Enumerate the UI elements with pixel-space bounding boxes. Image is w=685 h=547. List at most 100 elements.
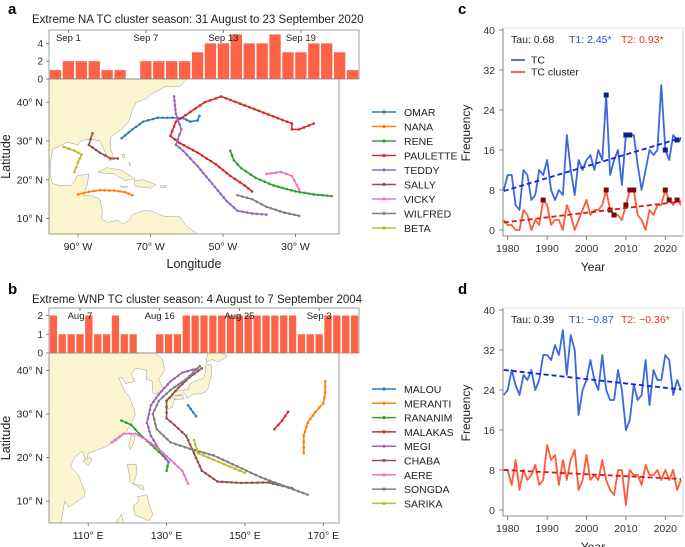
track-point: [292, 213, 296, 217]
track-point: [76, 161, 80, 164]
track-point: [286, 410, 290, 414]
y-tick-label: 2: [37, 57, 43, 68]
track-point: [217, 460, 221, 464]
track-point: [91, 131, 94, 135]
track-point: [267, 113, 270, 116]
tau-annotation: Tau: 0.68: [511, 34, 554, 46]
t1-annotation: T1: 2.45*: [569, 34, 612, 46]
legend-label: SALLY: [404, 180, 436, 192]
track-point: [288, 212, 291, 216]
track-point: [250, 197, 254, 201]
bar: [262, 315, 270, 353]
legend-label: VICKY: [404, 194, 436, 206]
track-point: [127, 192, 131, 195]
track-point: [103, 154, 107, 157]
y-tick-label: 30° N: [17, 136, 43, 148]
track-point: [169, 388, 172, 392]
track-point: [312, 193, 315, 196]
track-point: [185, 118, 189, 122]
legend-marker: [382, 501, 386, 505]
y-tick-label: 40: [483, 305, 495, 317]
track-point: [207, 452, 211, 456]
track-point: [323, 380, 327, 383]
track-point: [162, 434, 165, 438]
highlighted-point: [627, 187, 633, 193]
track-point: [250, 481, 254, 485]
track-point: [178, 122, 181, 126]
x-tick-label: 30° W: [281, 241, 310, 253]
legend-label-tc: TC: [531, 55, 545, 67]
x-tick-label: 2020: [654, 243, 678, 255]
bar: [94, 334, 102, 353]
panel-a-title: Extreme NA TC cluster season: 31 August …: [32, 14, 364, 26]
track-point: [306, 421, 309, 425]
x-tick-label: 1990: [535, 243, 559, 255]
track-point: [216, 189, 220, 192]
panel-label-c: c: [458, 1, 466, 18]
track-point: [201, 454, 205, 457]
track-point: [118, 435, 121, 438]
bar: [230, 34, 242, 79]
track-point: [186, 482, 190, 486]
track-point: [177, 427, 180, 430]
track-point: [131, 193, 134, 197]
track-point: [192, 161, 196, 164]
land-group: [49, 79, 199, 234]
track-point: [146, 119, 150, 122]
track-point: [194, 414, 198, 418]
track-point: [285, 187, 289, 191]
bar: [102, 334, 111, 353]
track-point: [308, 417, 312, 421]
bar-chart-frame: [48, 29, 360, 80]
track-point: [174, 120, 178, 123]
legend-marker: [382, 226, 386, 230]
y-tick-label: 32: [483, 345, 495, 357]
highlighted-point: [623, 202, 629, 208]
x-tick-label: 2000: [575, 243, 599, 255]
track-point: [212, 454, 215, 457]
x-tick-label: 1980: [496, 243, 520, 255]
track-point: [173, 103, 177, 107]
track-point: [297, 214, 301, 218]
track-point: [276, 423, 280, 427]
track-point: [239, 481, 243, 485]
track-point: [170, 116, 174, 120]
legend-label: MERANTI: [404, 398, 451, 410]
track-point: [236, 209, 239, 213]
track-point: [306, 493, 309, 496]
track-point: [91, 146, 94, 149]
date-tick-label: Sep 13: [208, 33, 238, 44]
track-point: [302, 451, 306, 455]
bar: [164, 334, 173, 353]
t1-annotation: T1: −0.87: [569, 314, 614, 326]
bar: [282, 52, 294, 79]
y-tick-label: 24: [483, 385, 495, 397]
land: [82, 456, 93, 466]
track-point: [170, 129, 174, 133]
track-point: [221, 458, 225, 462]
track-point: [205, 157, 208, 160]
legend-label: CHABA: [404, 456, 440, 468]
bar: [346, 70, 359, 79]
y-tick-label: 40: [483, 25, 495, 37]
trend-line: [503, 369, 682, 391]
track-point: [316, 193, 320, 197]
track-point: [180, 469, 184, 472]
track-point: [195, 447, 198, 451]
track-point: [94, 148, 98, 152]
track-point: [165, 392, 168, 395]
legend-label: OMAR: [404, 107, 436, 119]
track-point: [188, 447, 192, 451]
panel-d-line-chart: 0 8 16 24 32 40 1980 1990 2000 2010 2020 Year Freque…: [459, 305, 684, 547]
track-point: [165, 454, 168, 458]
track-point: [80, 153, 83, 156]
track-point: [89, 137, 92, 141]
series-tc-cluster: [503, 444, 682, 506]
track-point: [298, 190, 302, 194]
track-point: [169, 380, 172, 383]
track-point: [153, 446, 157, 450]
y-tick-label: 32: [483, 65, 495, 77]
bar: [120, 334, 128, 353]
legend-label-tc-cluster: TC cluster: [531, 67, 579, 79]
track-point: [161, 396, 164, 399]
